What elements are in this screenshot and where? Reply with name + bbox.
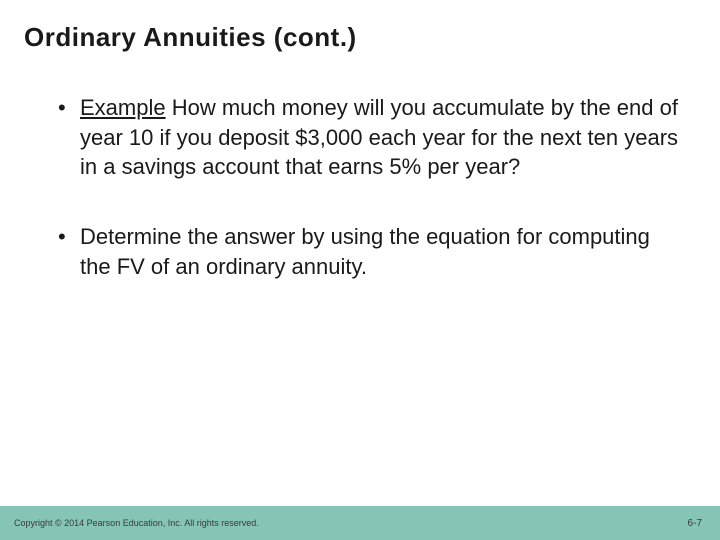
page-number: 6-7: [688, 518, 702, 529]
slide-title: Ordinary Annuities (cont.): [0, 0, 720, 53]
slide-content: Example How much money will you accumula…: [0, 53, 720, 540]
bullet-text: How much money will you accumulate by th…: [80, 95, 678, 179]
bullet-text: Determine the answer by using the equati…: [80, 224, 650, 279]
slide: Ordinary Annuities (cont.) Example How m…: [0, 0, 720, 540]
bullet-item: Example How much money will you accumula…: [58, 93, 680, 182]
slide-footer: Copyright © 2014 Pearson Education, Inc.…: [0, 506, 720, 540]
copyright-text: Copyright © 2014 Pearson Education, Inc.…: [14, 518, 259, 528]
bullet-item: Determine the answer by using the equati…: [58, 222, 680, 281]
bullet-lead-underlined: Example: [80, 95, 166, 120]
